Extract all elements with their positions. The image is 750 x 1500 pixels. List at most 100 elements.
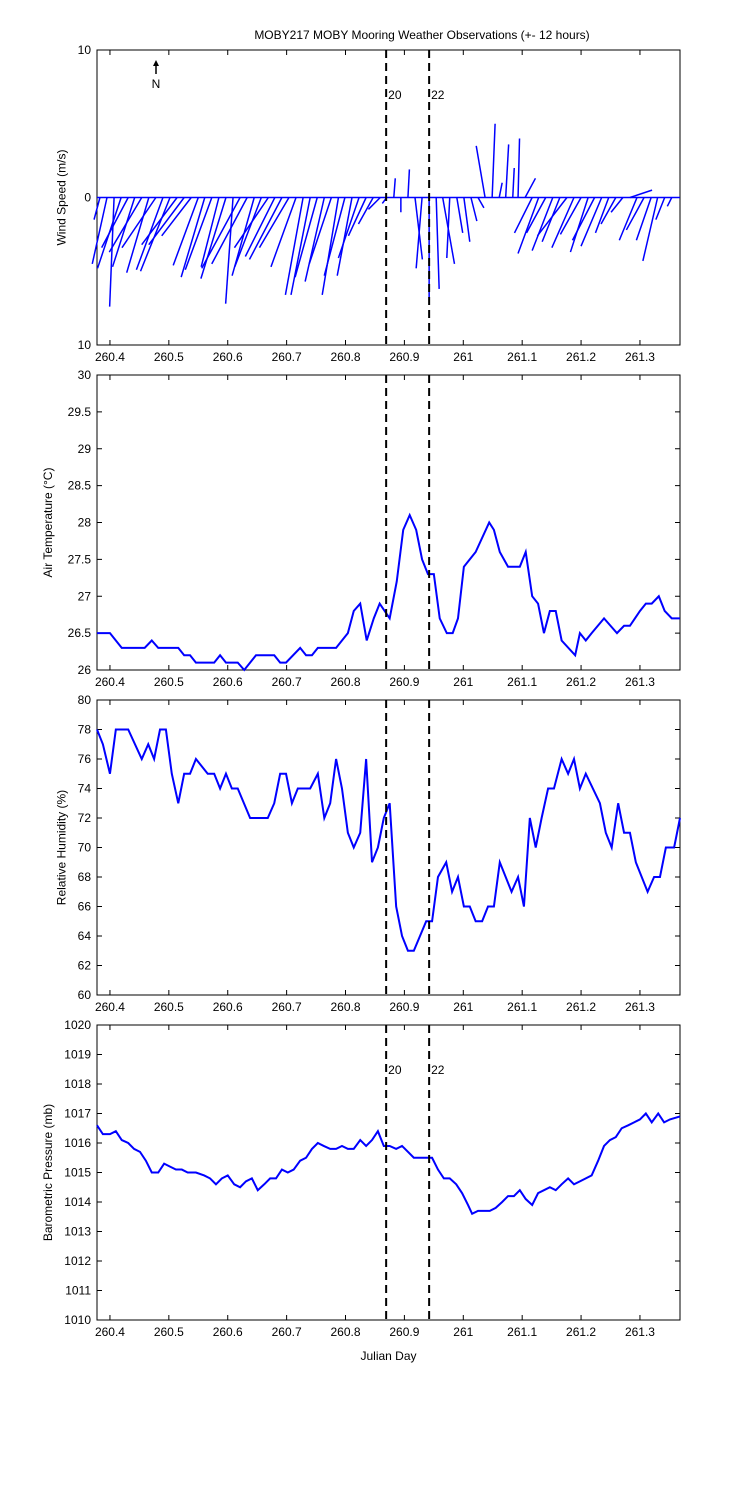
y-tick-label: 10 bbox=[78, 338, 92, 352]
wind-stick bbox=[517, 138, 521, 198]
x-tick-label: 260.9 bbox=[389, 675, 419, 689]
wind-stick bbox=[367, 196, 381, 210]
x-tick-label: 261 bbox=[453, 350, 473, 364]
wind-stick bbox=[172, 197, 199, 266]
y-axis-label: Barometric Pressure (mb) bbox=[41, 1104, 55, 1241]
wind-stick bbox=[536, 197, 568, 237]
wind-stick bbox=[580, 197, 603, 247]
wind-stick bbox=[635, 197, 652, 241]
x-tick-label: 261.2 bbox=[566, 350, 596, 364]
y-tick-label: 1019 bbox=[64, 1048, 91, 1062]
wind-stick bbox=[100, 197, 129, 249]
y-tick-label: 1020 bbox=[64, 1018, 91, 1032]
y-tick-label: 64 bbox=[78, 929, 92, 943]
wind-stick bbox=[525, 197, 547, 234]
wind-stick bbox=[600, 197, 617, 225]
plot-area bbox=[96, 699, 681, 996]
y-tick-label: 1017 bbox=[64, 1107, 91, 1121]
wind-stick bbox=[475, 145, 486, 198]
x-tick-label: 260.4 bbox=[95, 1325, 125, 1339]
wind-stick bbox=[201, 197, 241, 269]
y-tick-label: 1016 bbox=[64, 1136, 91, 1150]
wind-stick bbox=[200, 197, 227, 279]
y-tick-label: 0 bbox=[84, 191, 91, 205]
x-tick-label: 260.8 bbox=[330, 1000, 360, 1014]
x-tick-label: 260.6 bbox=[213, 675, 243, 689]
wind-stick bbox=[308, 197, 333, 265]
wind-stick bbox=[571, 197, 596, 241]
wind-stick bbox=[234, 197, 263, 268]
y-tick-label: 60 bbox=[78, 988, 92, 1002]
x-tick-label: 261.1 bbox=[507, 1000, 537, 1014]
wind-stick bbox=[517, 197, 540, 254]
wind-stick bbox=[594, 197, 610, 234]
y-tick-label: 28 bbox=[78, 516, 92, 530]
wind-stick bbox=[504, 144, 510, 198]
x-tick-label: 261 bbox=[453, 675, 473, 689]
x-tick-label: 261.2 bbox=[566, 675, 596, 689]
wind-stick bbox=[629, 189, 653, 199]
data-line bbox=[96, 1111, 681, 1216]
wind-stick bbox=[290, 197, 311, 295]
x-tick-label: 261.3 bbox=[625, 1325, 655, 1339]
y-axis-label: Wind Speed (m/s) bbox=[55, 149, 69, 245]
y-tick-label: 1018 bbox=[64, 1077, 91, 1091]
wind-stick bbox=[93, 197, 101, 220]
wind-stick bbox=[304, 197, 326, 282]
y-tick-label: 27.5 bbox=[68, 552, 92, 566]
wind-stick bbox=[524, 177, 537, 198]
x-tick-label: 260.8 bbox=[330, 350, 360, 364]
x-tick-label: 261.2 bbox=[566, 1325, 596, 1339]
wind-stick bbox=[323, 197, 346, 276]
wind-stick bbox=[336, 197, 353, 276]
event-label: 22 bbox=[431, 88, 445, 102]
y-axis-label: Air Temperature (°C) bbox=[41, 468, 55, 578]
wind-stick bbox=[108, 197, 143, 253]
wind-stick bbox=[248, 197, 283, 260]
x-tick-label: 260.4 bbox=[95, 675, 125, 689]
event-label: 20 bbox=[388, 88, 402, 102]
x-tick-label: 260.9 bbox=[389, 1000, 419, 1014]
wind-stick bbox=[91, 197, 108, 265]
wind-stick bbox=[463, 197, 471, 242]
wind-stick bbox=[200, 197, 220, 268]
wind-stick bbox=[666, 197, 673, 207]
y-tick-label: 62 bbox=[78, 959, 92, 973]
wind-stick bbox=[161, 197, 192, 237]
wind-stick bbox=[180, 197, 206, 278]
wind-stick bbox=[148, 197, 185, 246]
y-tick-label: 1014 bbox=[64, 1195, 91, 1209]
x-tick-label: 260.5 bbox=[154, 1000, 184, 1014]
x-tick-label: 260.7 bbox=[272, 1000, 302, 1014]
event-label: 20 bbox=[388, 1063, 402, 1077]
north-label: N bbox=[152, 77, 161, 91]
wind-stick bbox=[258, 197, 290, 249]
x-tick-label: 260.5 bbox=[154, 675, 184, 689]
y-tick-label: 26 bbox=[78, 663, 92, 677]
wind-stick bbox=[415, 197, 423, 269]
wind-stick bbox=[491, 123, 496, 198]
x-tick-label: 261 bbox=[453, 1000, 473, 1014]
x-tick-label: 260.8 bbox=[330, 675, 360, 689]
y-tick-label: 66 bbox=[78, 900, 92, 914]
wind-stick bbox=[108, 197, 115, 307]
y-tick-label: 68 bbox=[78, 870, 92, 884]
plot-area bbox=[96, 374, 681, 671]
wind-stick bbox=[224, 197, 234, 304]
x-axis-label: Julian Day bbox=[360, 1349, 416, 1363]
wind-stick bbox=[531, 197, 554, 251]
wind-stick bbox=[211, 197, 248, 265]
event-label: 22 bbox=[431, 1063, 445, 1077]
wind-stick bbox=[642, 197, 659, 262]
y-tick-label: 78 bbox=[78, 723, 92, 737]
x-tick-label: 260.4 bbox=[95, 1000, 125, 1014]
x-tick-label: 261.1 bbox=[507, 1325, 537, 1339]
x-tick-label: 261 bbox=[453, 1325, 473, 1339]
data-line bbox=[96, 728, 681, 952]
x-tick-label: 261.1 bbox=[507, 350, 537, 364]
x-tick-label: 260.7 bbox=[272, 1325, 302, 1339]
wind-stick bbox=[435, 197, 440, 289]
wind-stick bbox=[125, 197, 150, 273]
y-tick-label: 29 bbox=[78, 442, 92, 456]
